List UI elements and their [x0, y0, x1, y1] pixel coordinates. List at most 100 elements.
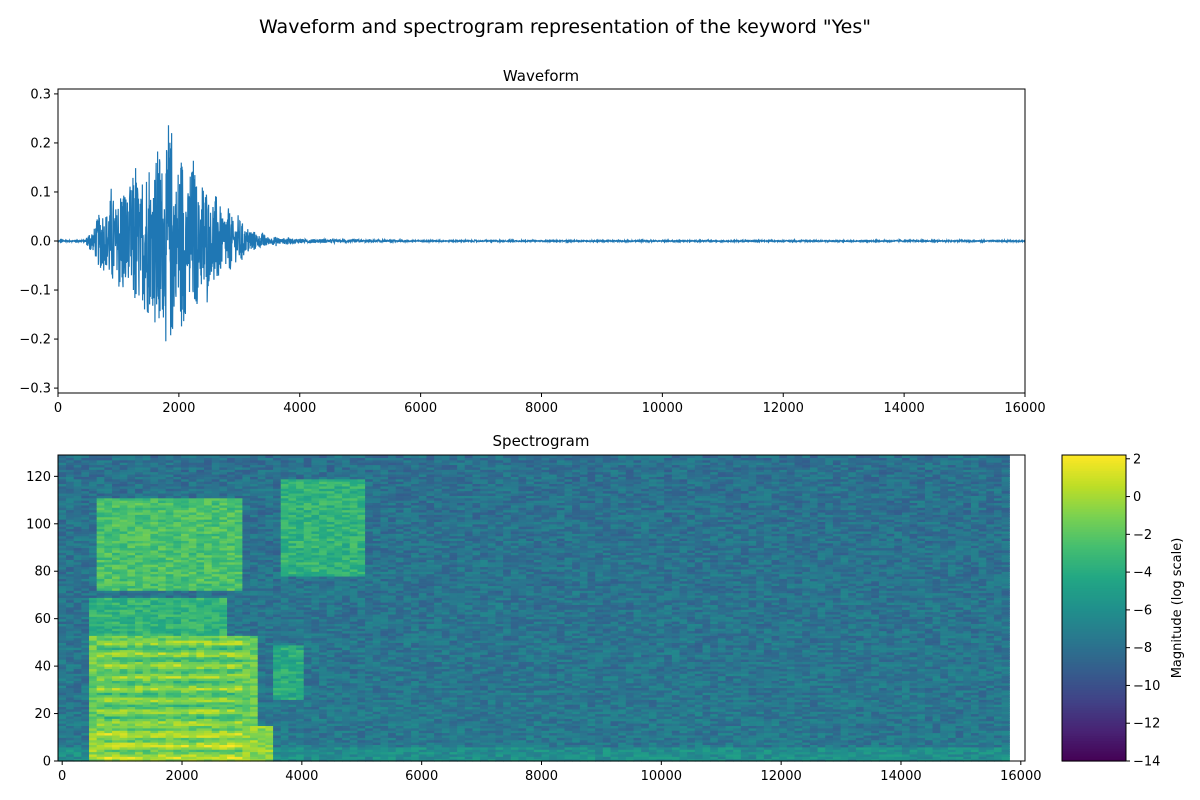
spectrogram-cell	[173, 677, 182, 681]
spectrogram-cell	[73, 530, 82, 534]
spectrogram-cell	[66, 564, 75, 568]
spectrogram-cell	[165, 621, 174, 625]
spectrogram-cell	[89, 746, 98, 750]
spectrogram-cell	[181, 744, 190, 748]
spectrogram-cell	[58, 490, 67, 494]
spectrogram-cell	[150, 647, 159, 651]
spectrogram-cell	[89, 473, 98, 477]
spectrogram-cell	[127, 727, 136, 731]
spectrogram-cell	[165, 464, 174, 468]
spectrogram-cell	[181, 625, 190, 629]
spectrogram-cell	[173, 557, 182, 560]
spectrogram-cell	[73, 751, 82, 755]
spectrogram-cell	[127, 663, 136, 667]
spectrogram-cell	[89, 689, 98, 693]
spectrogram-cell	[158, 583, 167, 587]
spectrogram-cell	[58, 481, 67, 485]
spectrogram-cell	[73, 476, 82, 480]
spectrogram-cell	[66, 476, 75, 480]
spectrogram-cell	[173, 488, 182, 492]
spectrogram-cell	[142, 495, 151, 499]
spectrogram-cell	[127, 659, 136, 662]
spectrogram-cell	[165, 540, 174, 544]
spectrogram-cell	[58, 685, 67, 689]
spectrogram-cell	[96, 677, 105, 681]
spectrogram-cell	[104, 659, 113, 662]
spectrogram-cell	[96, 568, 105, 572]
spectrogram-cell	[96, 526, 105, 530]
spectrogram-cell	[142, 699, 151, 703]
spectrogram-cell	[165, 687, 174, 691]
spectrogram-cell	[73, 732, 82, 736]
spectrogram-cell	[66, 557, 75, 560]
spectrogram-cell	[150, 587, 159, 591]
spectrogram-cell	[173, 647, 182, 651]
spectrogram-cell	[66, 566, 75, 570]
spectrogram-cell	[81, 699, 90, 703]
spectrogram-cell	[165, 552, 174, 556]
spectrogram-cell	[173, 464, 182, 468]
spectrogram-cell	[181, 597, 190, 601]
spectrogram-cell	[89, 621, 98, 625]
spectrogram-cell	[58, 632, 67, 636]
spectrogram-cell	[127, 749, 136, 753]
spectrogram-cell	[158, 483, 167, 487]
spectrogram-cell	[112, 630, 121, 634]
spectrogram-cell	[81, 751, 90, 755]
spectrogram-cell	[96, 708, 105, 712]
spectrogram-cell	[112, 696, 121, 700]
spectrogram-cell	[58, 466, 67, 470]
spectrogram-cell	[89, 471, 98, 475]
spectrogram-cell	[112, 618, 121, 622]
spectrogram-cell	[181, 723, 190, 727]
spectrogram-cell	[89, 602, 98, 606]
spectrogram-cell	[181, 590, 190, 594]
spectrogram-cell	[89, 625, 98, 629]
spectrogram-cell	[165, 708, 174, 712]
spectrogram-cell	[73, 753, 82, 757]
spectrogram-cell	[158, 675, 167, 679]
spectrogram-cell	[142, 481, 151, 485]
spectrogram-cell	[73, 677, 82, 681]
spectrogram-cell	[89, 630, 98, 634]
spectrogram-cell	[173, 613, 182, 617]
spectrogram-cell	[119, 587, 128, 591]
spectrogram-cell	[142, 604, 151, 608]
spectrogram-cell	[173, 530, 182, 534]
spectrogram-cell	[96, 720, 105, 724]
spectrogram-cell	[188, 718, 197, 722]
spectrogram-cell	[81, 504, 90, 508]
spectrogram-cell	[119, 725, 128, 729]
spectrogram-cell	[142, 751, 151, 755]
spectrogram-cell	[135, 677, 144, 681]
spectrogram-cell	[135, 621, 144, 625]
spectrogram-cell	[66, 613, 75, 617]
spectrogram-cell	[165, 559, 174, 563]
spectrogram-cell	[104, 758, 113, 762]
spectrogram-cell	[173, 663, 182, 667]
spectrogram-cell	[158, 526, 167, 530]
spectrogram-cell	[81, 545, 90, 549]
spectrogram-cell	[81, 547, 90, 551]
spectrogram-cell	[181, 557, 190, 560]
spectrogram-cell	[81, 557, 90, 560]
spectrogram-cell	[89, 521, 98, 525]
spectrogram-cell	[66, 471, 75, 475]
spectrogram-cell	[119, 464, 128, 468]
spectrogram-cell	[104, 673, 113, 677]
spectrogram-cell	[96, 701, 105, 705]
spectrogram-cell	[96, 642, 105, 646]
spectrogram-cell	[73, 542, 82, 546]
spectrogram-cell	[181, 606, 190, 610]
spectrogram-cell	[142, 500, 151, 504]
spectrogram-cell	[81, 611, 90, 615]
spectrogram-cell	[181, 478, 190, 482]
spectrogram-cell	[89, 459, 98, 463]
spectrogram-cell	[127, 739, 136, 743]
spectrogram-cell	[142, 464, 151, 468]
spectrogram-cell	[81, 737, 90, 741]
spectrogram-cell	[119, 566, 128, 570]
spectrogram-cell	[73, 656, 82, 660]
spectrogram-cell	[142, 509, 151, 513]
spectrogram-cell	[73, 592, 82, 596]
